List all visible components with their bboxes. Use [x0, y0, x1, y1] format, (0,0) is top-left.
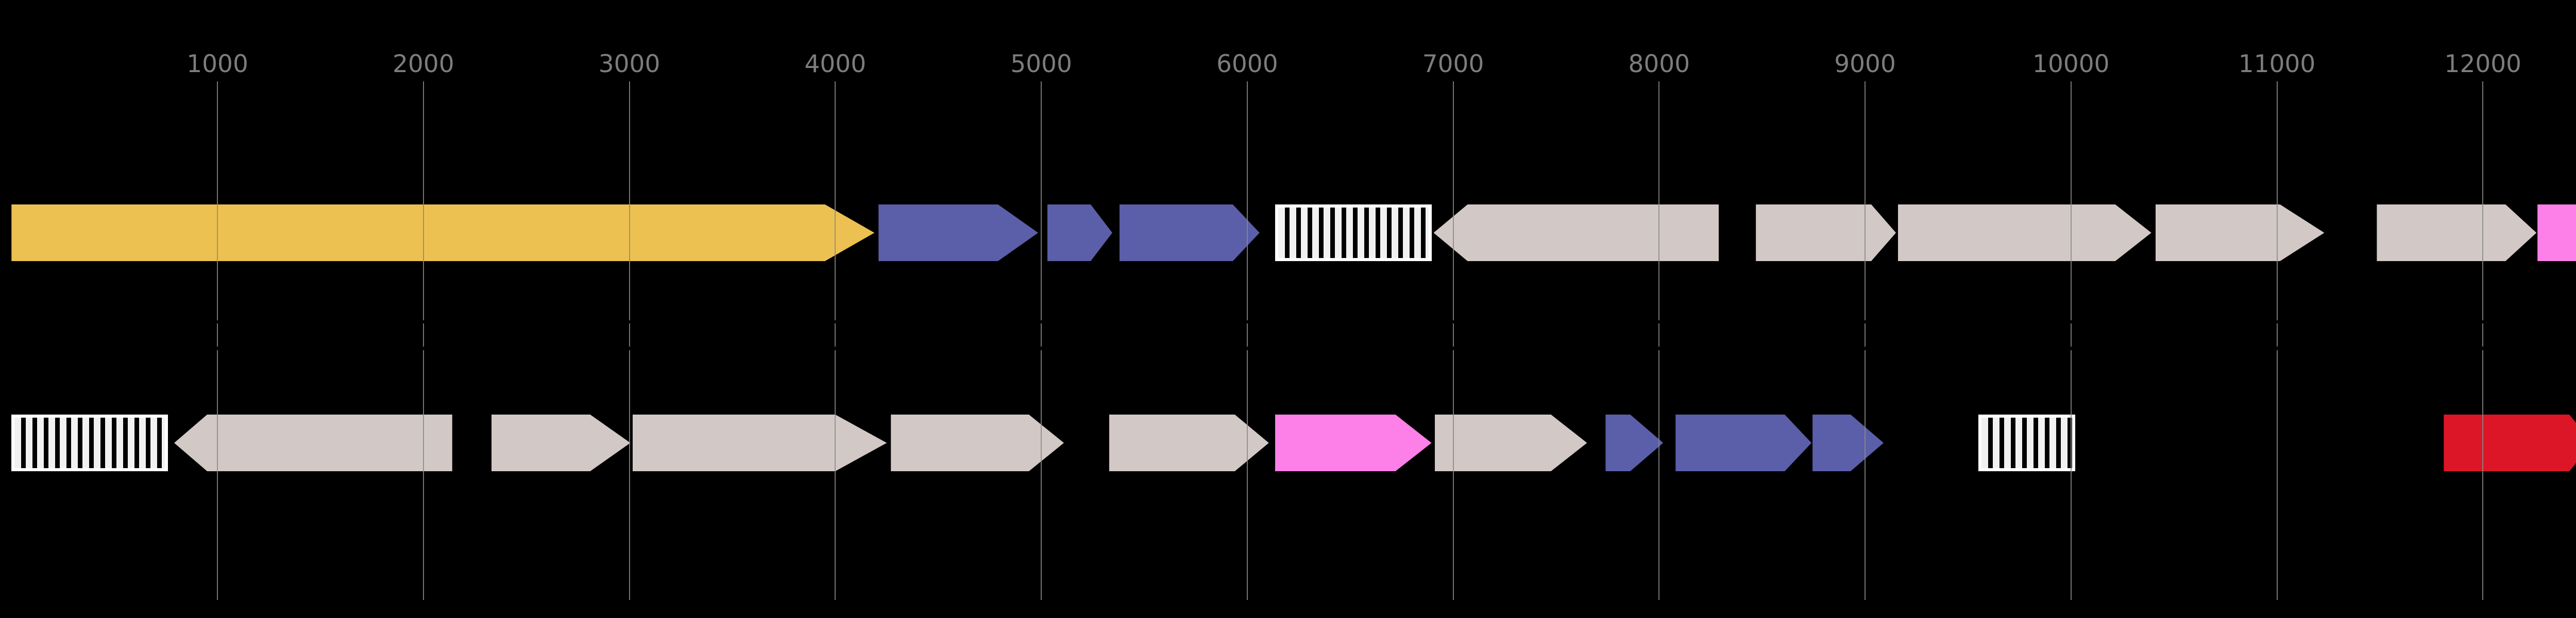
axis-tick-label: 9000 [1834, 50, 1896, 78]
gridline [835, 81, 836, 320]
gene-arrow-gray [1433, 204, 1719, 261]
gene-arrow-gray [2377, 204, 2537, 261]
gene-arrow-gray [1109, 415, 1269, 471]
gridline [422, 81, 424, 320]
gridline [1452, 81, 1454, 320]
gene-arrow-blue [1812, 415, 1884, 471]
gridline [2482, 323, 2484, 347]
axis-tick-label: 10000 [2032, 50, 2110, 78]
gridline [217, 323, 218, 347]
gridline [1658, 323, 1660, 347]
gene-arrow-gray [491, 415, 631, 471]
gene-arrow-blue [1047, 204, 1112, 261]
axis-tick-label: 7000 [1422, 50, 1484, 78]
axis-tick-label: 8000 [1628, 50, 1690, 78]
gridline [1041, 350, 1042, 600]
gridline [2276, 81, 2278, 320]
gene-arrow-gray [1434, 415, 1587, 471]
gridline [1041, 323, 1042, 347]
gridline [1452, 350, 1454, 600]
axis-tick-label: 1000 [187, 50, 248, 78]
gridline [629, 81, 630, 320]
gene-arrow-gray [632, 415, 887, 471]
gridline [2070, 81, 2072, 320]
gene-arrow-gray [1756, 204, 1896, 261]
gridline [217, 81, 218, 320]
gridline [422, 350, 424, 600]
gene-arrow-gray [1898, 204, 2151, 261]
gene-arrow-gray [174, 415, 452, 471]
gridline [835, 350, 836, 600]
axis-tick-label: 2000 [392, 50, 454, 78]
gridline [2070, 323, 2072, 347]
gridline [2482, 81, 2484, 320]
gridline [1246, 323, 1248, 347]
gridline [629, 350, 630, 600]
gridline [1246, 350, 1248, 600]
gridline [1658, 350, 1660, 600]
gene-arrow-blue [1675, 415, 1812, 471]
axis-tick-label: 11000 [2238, 50, 2316, 78]
gridline [217, 350, 218, 600]
gridline [1865, 323, 1866, 347]
striped-gene-block [1978, 415, 2075, 471]
gridline [1246, 81, 1248, 320]
gene-arrow-pink [1275, 415, 1432, 471]
striped-gene-block [1275, 204, 1432, 261]
gridline [1865, 81, 1866, 320]
gene-arrow-blue [878, 204, 1039, 261]
gridline [1658, 81, 1660, 320]
axis-tick-label: 6000 [1216, 50, 1278, 78]
gene-arrow-pink [2537, 204, 2576, 261]
gene-arrow-gray [2155, 204, 2325, 261]
gridline [629, 323, 630, 347]
axis-tick-label: 12000 [2444, 50, 2522, 78]
axis-tick-label: 3000 [598, 50, 660, 78]
gridline [2276, 323, 2278, 347]
gridline [1041, 81, 1042, 320]
axis-tick-label: 5000 [1010, 50, 1072, 78]
gridline [1865, 350, 1866, 600]
axis-tick-label: 4000 [804, 50, 867, 78]
gridline [2482, 350, 2484, 600]
gene-arrow-blue [1605, 415, 1664, 471]
gridline [2070, 350, 2072, 600]
gene-arrow-gray [891, 415, 1064, 471]
striped-gene-block [11, 415, 168, 471]
gridline [2276, 350, 2278, 600]
gridline [835, 323, 836, 347]
gene-arrow-red [2444, 415, 2576, 471]
gene-arrow-yellow [11, 204, 875, 261]
gridline [422, 323, 424, 347]
gene-arrow-blue [1119, 204, 1260, 261]
gridline [1452, 323, 1454, 347]
